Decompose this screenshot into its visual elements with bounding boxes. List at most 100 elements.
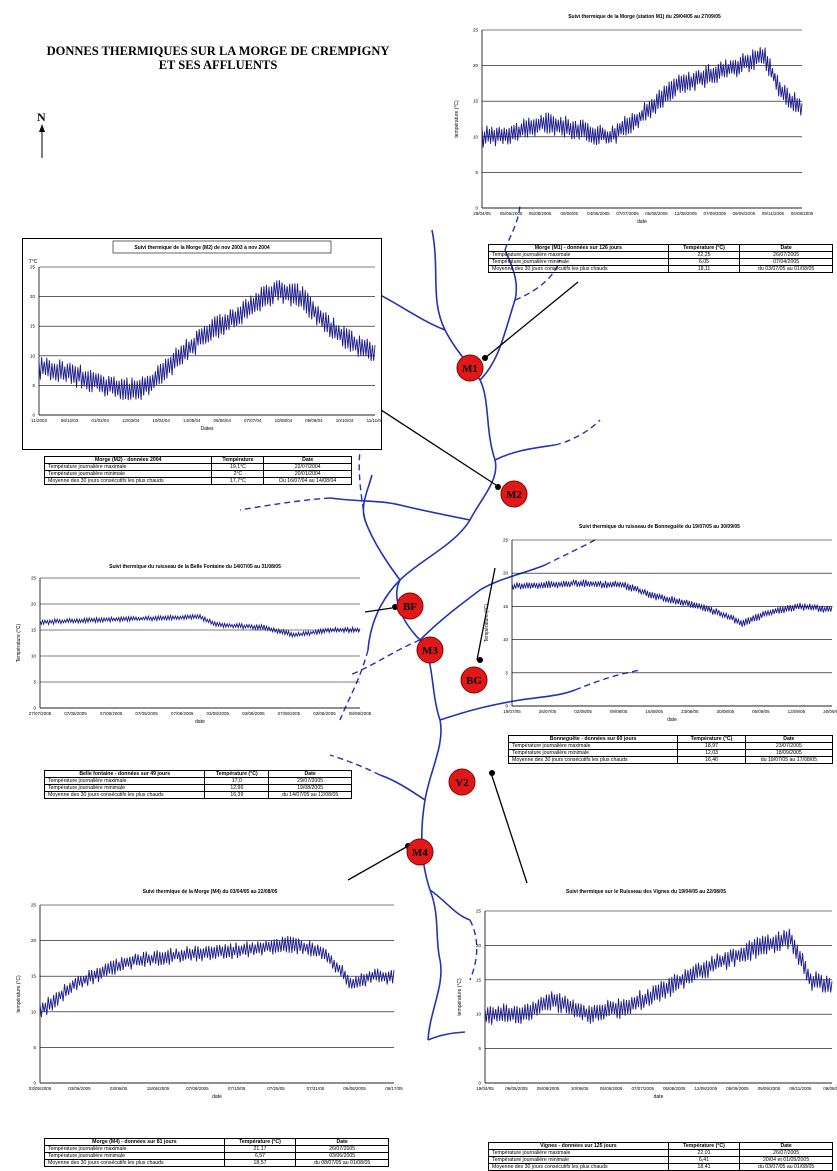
x-tick-label: 26/07/05 xyxy=(539,709,557,714)
table-cell: 18,11 xyxy=(667,265,741,273)
table-cell: Température journalière minimale xyxy=(507,749,679,757)
table-header: Morge (M2) - données 2004 xyxy=(43,456,213,464)
x-tick-label: 23/08/05 xyxy=(681,709,699,714)
stats-table-bg: Bonneguête - données sur 60 jours Tempéra… xyxy=(507,735,834,764)
north-arrow: N xyxy=(30,110,54,160)
x-tick-label: 09/08/05 xyxy=(610,709,628,714)
table-cell: Température journalière maximale xyxy=(43,463,213,471)
y-tick-label: 25 xyxy=(31,903,37,908)
poster-title-line-2: ET SES AFFLUENTS xyxy=(158,58,278,72)
table-row: Moyenne des 30 jours consécutifs les plu… xyxy=(488,1163,833,1171)
table-cell: 29/07/2005 xyxy=(268,777,352,785)
table-row: Température journalière maximale 19,1°C 22… xyxy=(43,463,352,471)
y-tick-label: 10 xyxy=(31,654,37,659)
chart-title: Suivi thermique de la Morge (M4) du 03/0… xyxy=(143,889,278,895)
table-header: Température xyxy=(211,456,265,464)
x-tick-label: 20/09/05 xyxy=(823,709,837,714)
x-tick-label: 07/08/2005 xyxy=(278,711,301,716)
north-label: N xyxy=(37,110,46,124)
y-axis-label: Température (°C) xyxy=(16,623,22,662)
table-cell: Température journalière maximale xyxy=(488,251,669,259)
x-tick-label: 09/11/2005 xyxy=(789,1086,812,1091)
station-label: BF xyxy=(403,601,417,613)
station-label: M1 xyxy=(462,363,478,375)
y-axis-label: Température (°C) xyxy=(484,603,490,642)
x-tick-label: 02/08/05 xyxy=(574,709,592,714)
chart-m4: Suivi thermique de la Morge (M4) du 03/0… xyxy=(14,883,406,1115)
x-tick-label: 06/06/04 xyxy=(214,418,232,423)
table-cell: du 08/07/05 au 01/08/05 xyxy=(295,1159,389,1167)
table-header: Date xyxy=(739,1142,833,1150)
y-tick-label: 5 xyxy=(32,383,35,388)
station-dot xyxy=(392,604,398,610)
x-tick-label: 04/06/2005 xyxy=(587,211,610,216)
x-axis-label: date xyxy=(212,1094,222,1100)
table-cell: du 03/07/05 au 01/08/05 xyxy=(739,1163,833,1171)
x-tick-label: 10/04/04 xyxy=(152,418,170,423)
table-cell: Du 16/07/04 au 14/08/04 xyxy=(263,477,352,485)
table-cell: Température journalière minimale xyxy=(44,1152,225,1160)
x-tick-label: 03/08/2005 xyxy=(207,711,230,716)
chart-title-box xyxy=(112,240,332,254)
y-axis-label: température (°C) xyxy=(454,100,460,138)
x-tick-label: 08/08/2005 xyxy=(349,711,372,716)
table-row: Moyenne des 30 jours consécutifs les plu… xyxy=(507,756,834,764)
table-cell: Température journalière maximale xyxy=(507,742,679,750)
x-tick-label: 11/11/04 xyxy=(367,418,381,423)
chart-title: Suivi thermique du ruisseau de la Belle … xyxy=(109,564,281,570)
x-tick-label: 05/08/2005 xyxy=(663,1086,686,1091)
x-tick-label: 14/05/04 xyxy=(183,418,201,423)
y-tick-label: 20 xyxy=(31,602,37,607)
table-cell: Température journalière minimale xyxy=(488,258,669,266)
x-tick-label: 30/08/05 xyxy=(717,709,735,714)
table-cell: 16,39 xyxy=(204,791,270,799)
table-row: Température journalière minimale 2°C 20/01… xyxy=(43,470,352,478)
y-tick-label: 25 xyxy=(473,28,479,33)
x-tick-label: 07/10/05 xyxy=(228,1086,246,1091)
table-cell: 18,57 xyxy=(223,1159,297,1167)
table-cell: Moyenne des 30 jours consécutifs les plu… xyxy=(44,1159,225,1167)
x-tick-label: 07/25/05 xyxy=(267,1086,285,1091)
table-row: Moyenne des 30 jours consécutifs les plu… xyxy=(488,265,833,273)
table-cell: 23/07/2005 xyxy=(744,742,834,750)
y-tick-label: 10 xyxy=(476,1012,482,1017)
table-header: Température (°C) xyxy=(667,244,741,252)
table-cell: 26/07/2005 xyxy=(739,1149,833,1157)
x-tick-label: 03/08/2005 xyxy=(242,711,265,716)
x-tick-label: 19/04/05 xyxy=(476,1086,494,1091)
x-tick-label: 06/09/05 xyxy=(752,709,770,714)
chart-bg-svg: Suivi thermique du ruisseau de Bonneguêt… xyxy=(484,524,837,723)
y-tick-label: 0 xyxy=(32,413,35,418)
chart-v2: Suivi thermique sur le Ruisseau des Vign… xyxy=(455,883,837,1105)
y-axis-label: T°C xyxy=(29,259,38,265)
table-cell: Moyenne des 30 jours consécutifs les plu… xyxy=(43,791,206,799)
table-row: Température journalière minimale 6,57 03/0… xyxy=(44,1152,389,1160)
x-tick-label: 07/07/2005 xyxy=(631,1086,654,1091)
table-cell: 6,57 xyxy=(223,1152,297,1160)
table-cell: 03/06/2005 xyxy=(295,1152,389,1160)
table-cell: Température journalière minimale xyxy=(43,784,206,792)
table-cell: Moyenne des 30 jours consécutifs les plu… xyxy=(488,265,669,273)
table-header: Belle fontaine - données sur 49 jours xyxy=(43,770,206,778)
x-tick-label: 06/12/03 xyxy=(61,418,79,423)
table-cell: 20/01/2004 xyxy=(263,470,352,478)
table-header: Date xyxy=(744,735,834,743)
chart-m1: Suivi thermique de la Morge (station M1)… xyxy=(452,8,837,228)
table-cell: 22/07/2004 xyxy=(263,463,352,471)
y-tick-label: 0 xyxy=(33,706,36,711)
poster-title-line-1: DONNES THERMIQUES SUR LA MORGE DE CREMPI… xyxy=(46,44,390,58)
table-row: Température journalière maximale 18,97 23/… xyxy=(507,742,834,750)
stats-table-m1: Morge (M1) - données sur 126 jours Tempér… xyxy=(488,244,833,273)
x-tick-label: 07/08/2005 xyxy=(171,711,194,716)
chart-m2: Suivi thermique de la Morge (M2) de nov … xyxy=(22,238,384,450)
x-tick-label: 09/09/2005 xyxy=(733,211,756,216)
north-arrow-icon xyxy=(39,124,45,158)
table-row: Température journalière maximale 22,01 26/… xyxy=(488,1149,833,1157)
table-header: Morge (M4) - données sur 81 jours xyxy=(44,1138,225,1146)
x-tick-label: 07/08/2005 xyxy=(135,711,158,716)
chart-v2-svg: Suivi thermique sur le Ruisseau des Vign… xyxy=(457,889,837,1100)
table-cell: 17,7°C xyxy=(211,477,265,485)
station-marker-bf: BF xyxy=(396,592,424,620)
y-tick-label: 15 xyxy=(31,974,37,979)
chart-title: Suivi thermique de la Morge (M2) de nov … xyxy=(134,245,270,251)
